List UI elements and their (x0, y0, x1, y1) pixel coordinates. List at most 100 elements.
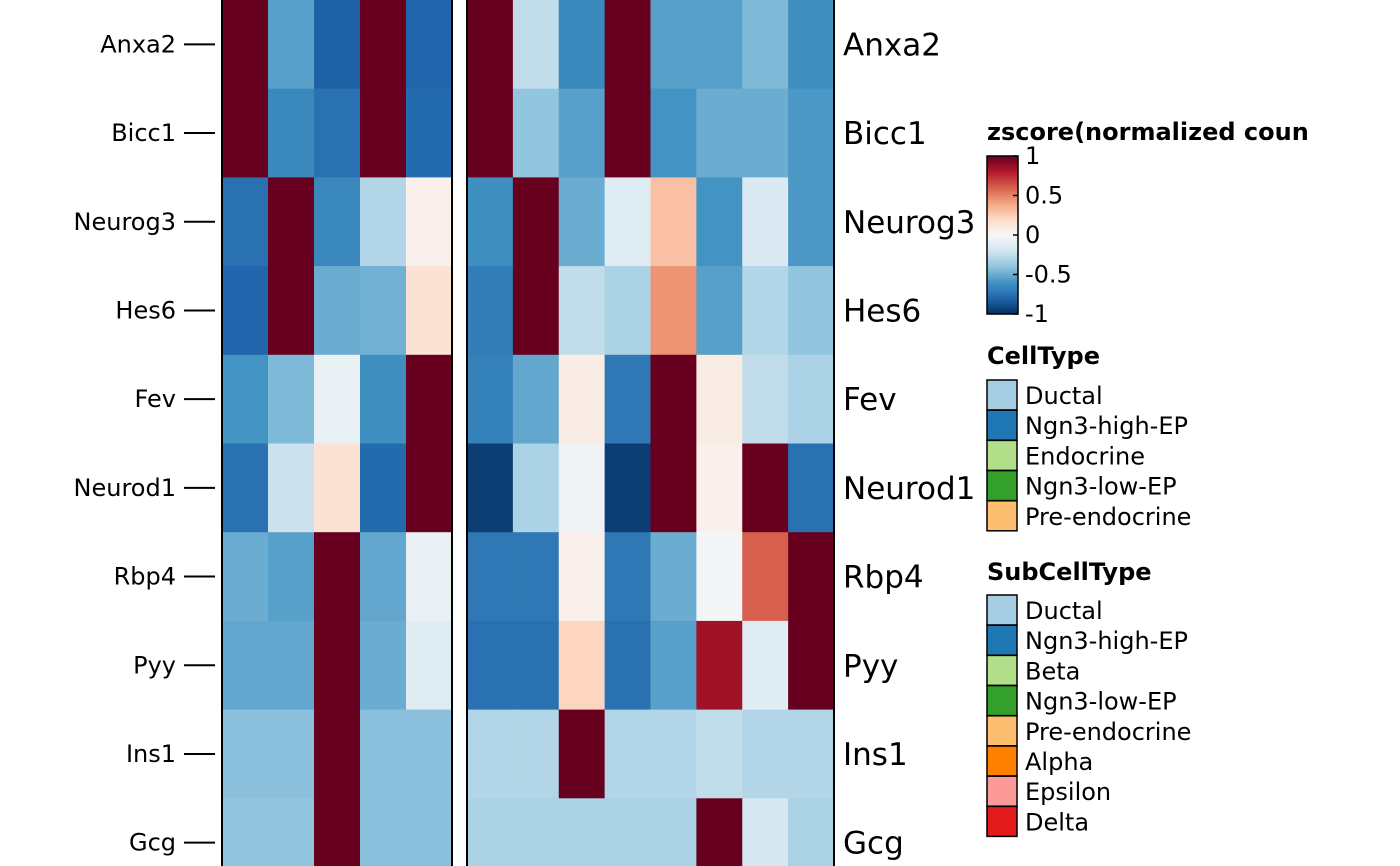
heatmap-cell (558, 266, 606, 356)
legend-swatch (986, 439, 1018, 472)
heatmap-cell (742, 88, 789, 178)
heatmap-cell (406, 443, 453, 533)
gene-label-right: Ins1 (843, 737, 908, 773)
heatmap-cell (406, 798, 453, 866)
gene-label-left: Neurod1 (74, 474, 176, 502)
legend-label: Ductal (1025, 382, 1103, 410)
heatmap-cell (742, 709, 789, 799)
legend-title: CellType (987, 342, 1100, 370)
heatmap-cell (314, 532, 361, 622)
heatmap-cell (788, 0, 835, 90)
colorbar-tick-label: 1 (1025, 142, 1040, 170)
legend-swatch (986, 500, 1018, 532)
heatmap-cell (650, 177, 697, 267)
heatmap-cell (406, 266, 453, 356)
heatmap-cell (788, 798, 835, 866)
legend-swatch (986, 805, 1018, 838)
heatmap-cell (512, 0, 560, 90)
heatmap-cell (360, 709, 407, 799)
heatmap-cell (696, 266, 743, 356)
legend-swatch (986, 379, 1018, 411)
heatmap-cell (406, 532, 453, 622)
gene-label-left: Anxa2 (100, 30, 176, 58)
heatmap-cell (406, 177, 453, 267)
heatmap-cell (406, 88, 453, 178)
heatmap-cell (742, 177, 789, 267)
heatmap-cell (467, 266, 514, 356)
heatmap-cell (742, 620, 789, 711)
heatmap-cell (360, 0, 407, 90)
legend-label: Alpha (1025, 748, 1093, 776)
heatmap-cell (696, 620, 743, 711)
heatmap-cell (650, 443, 697, 533)
heatmap-cell (467, 88, 514, 178)
heatmap-cell (512, 620, 560, 711)
heatmap-cell (467, 177, 514, 267)
heatmap-cell (360, 532, 407, 622)
heatmap-cell (268, 798, 315, 866)
heatmap-cell (360, 177, 407, 267)
heatmap-cell (360, 620, 407, 711)
heatmap-cell (604, 620, 652, 711)
heatmap-cell (467, 620, 514, 711)
legend-swatch (986, 409, 1018, 441)
gene-label-left: Ins1 (126, 740, 176, 768)
heatmap-cell (222, 798, 269, 866)
legend-swatch (986, 684, 1018, 717)
heatmap-cell (742, 354, 789, 445)
heatmap-cell (314, 709, 361, 799)
heatmap-cell (512, 443, 560, 533)
heatmap-cell (314, 88, 361, 178)
heatmap-cell (268, 354, 315, 445)
heatmap-cell (512, 88, 560, 178)
heatmap-panel-celltype (221, 0, 453, 866)
heatmap-cell (268, 443, 315, 533)
legend-label: Endocrine (1025, 442, 1145, 470)
legend-label: Ductal (1025, 597, 1103, 625)
heatmap-cell (512, 709, 560, 799)
legend-label: Ngn3-high-EP (1025, 627, 1188, 655)
heatmap-cell (222, 443, 269, 533)
heatmap-cell (314, 354, 361, 445)
heatmap-cell (604, 88, 652, 178)
colorbar-tick-label: -0.5 (1025, 261, 1072, 289)
gene-label-right: Neurog3 (843, 205, 975, 241)
heatmap-cell (467, 709, 514, 799)
heatmap-cell (558, 177, 606, 267)
heatmap-cell (406, 0, 453, 90)
heatmap-cell (268, 709, 315, 799)
legend-swatch (986, 469, 1018, 502)
heatmap-cell (268, 0, 315, 90)
heatmap-cell (696, 798, 743, 866)
heatmap-cell (558, 798, 606, 866)
heatmap-cell (650, 620, 697, 711)
heatmap-cell (558, 620, 606, 711)
heatmap-cell (788, 177, 835, 267)
legend-title: SubCellType (987, 558, 1152, 586)
heatmap-panel-border (466, 0, 835, 866)
colorbar-gradient (986, 155, 1019, 315)
legend-swatch (986, 654, 1018, 687)
heatmap-cell (788, 443, 835, 533)
heatmap-cell (467, 798, 514, 866)
heatmap-cell (558, 88, 606, 178)
gene-label-left: Fev (135, 385, 176, 413)
heatmap-cell (696, 354, 743, 445)
gene-label-right: Rbp4 (843, 560, 924, 596)
heatmap-cell (512, 798, 560, 866)
gene-label-right: Hes6 (843, 293, 921, 329)
heatmap-cell (604, 798, 652, 866)
heatmap-cell (650, 88, 697, 178)
legend-swatch (986, 624, 1018, 656)
heatmap-cell (512, 266, 560, 356)
legend-label: Pre-endocrine (1025, 503, 1191, 531)
heatmap-cell (314, 443, 361, 533)
heatmap-cell (512, 177, 560, 267)
heatmap-cell (788, 532, 835, 622)
heatmap-cell (742, 532, 789, 622)
colorbar-tick-label: -1 (1025, 300, 1049, 328)
heatmap-cell (467, 354, 514, 445)
heatmap-panel-subcelltype (466, 0, 835, 866)
heatmap-cell (650, 532, 697, 622)
